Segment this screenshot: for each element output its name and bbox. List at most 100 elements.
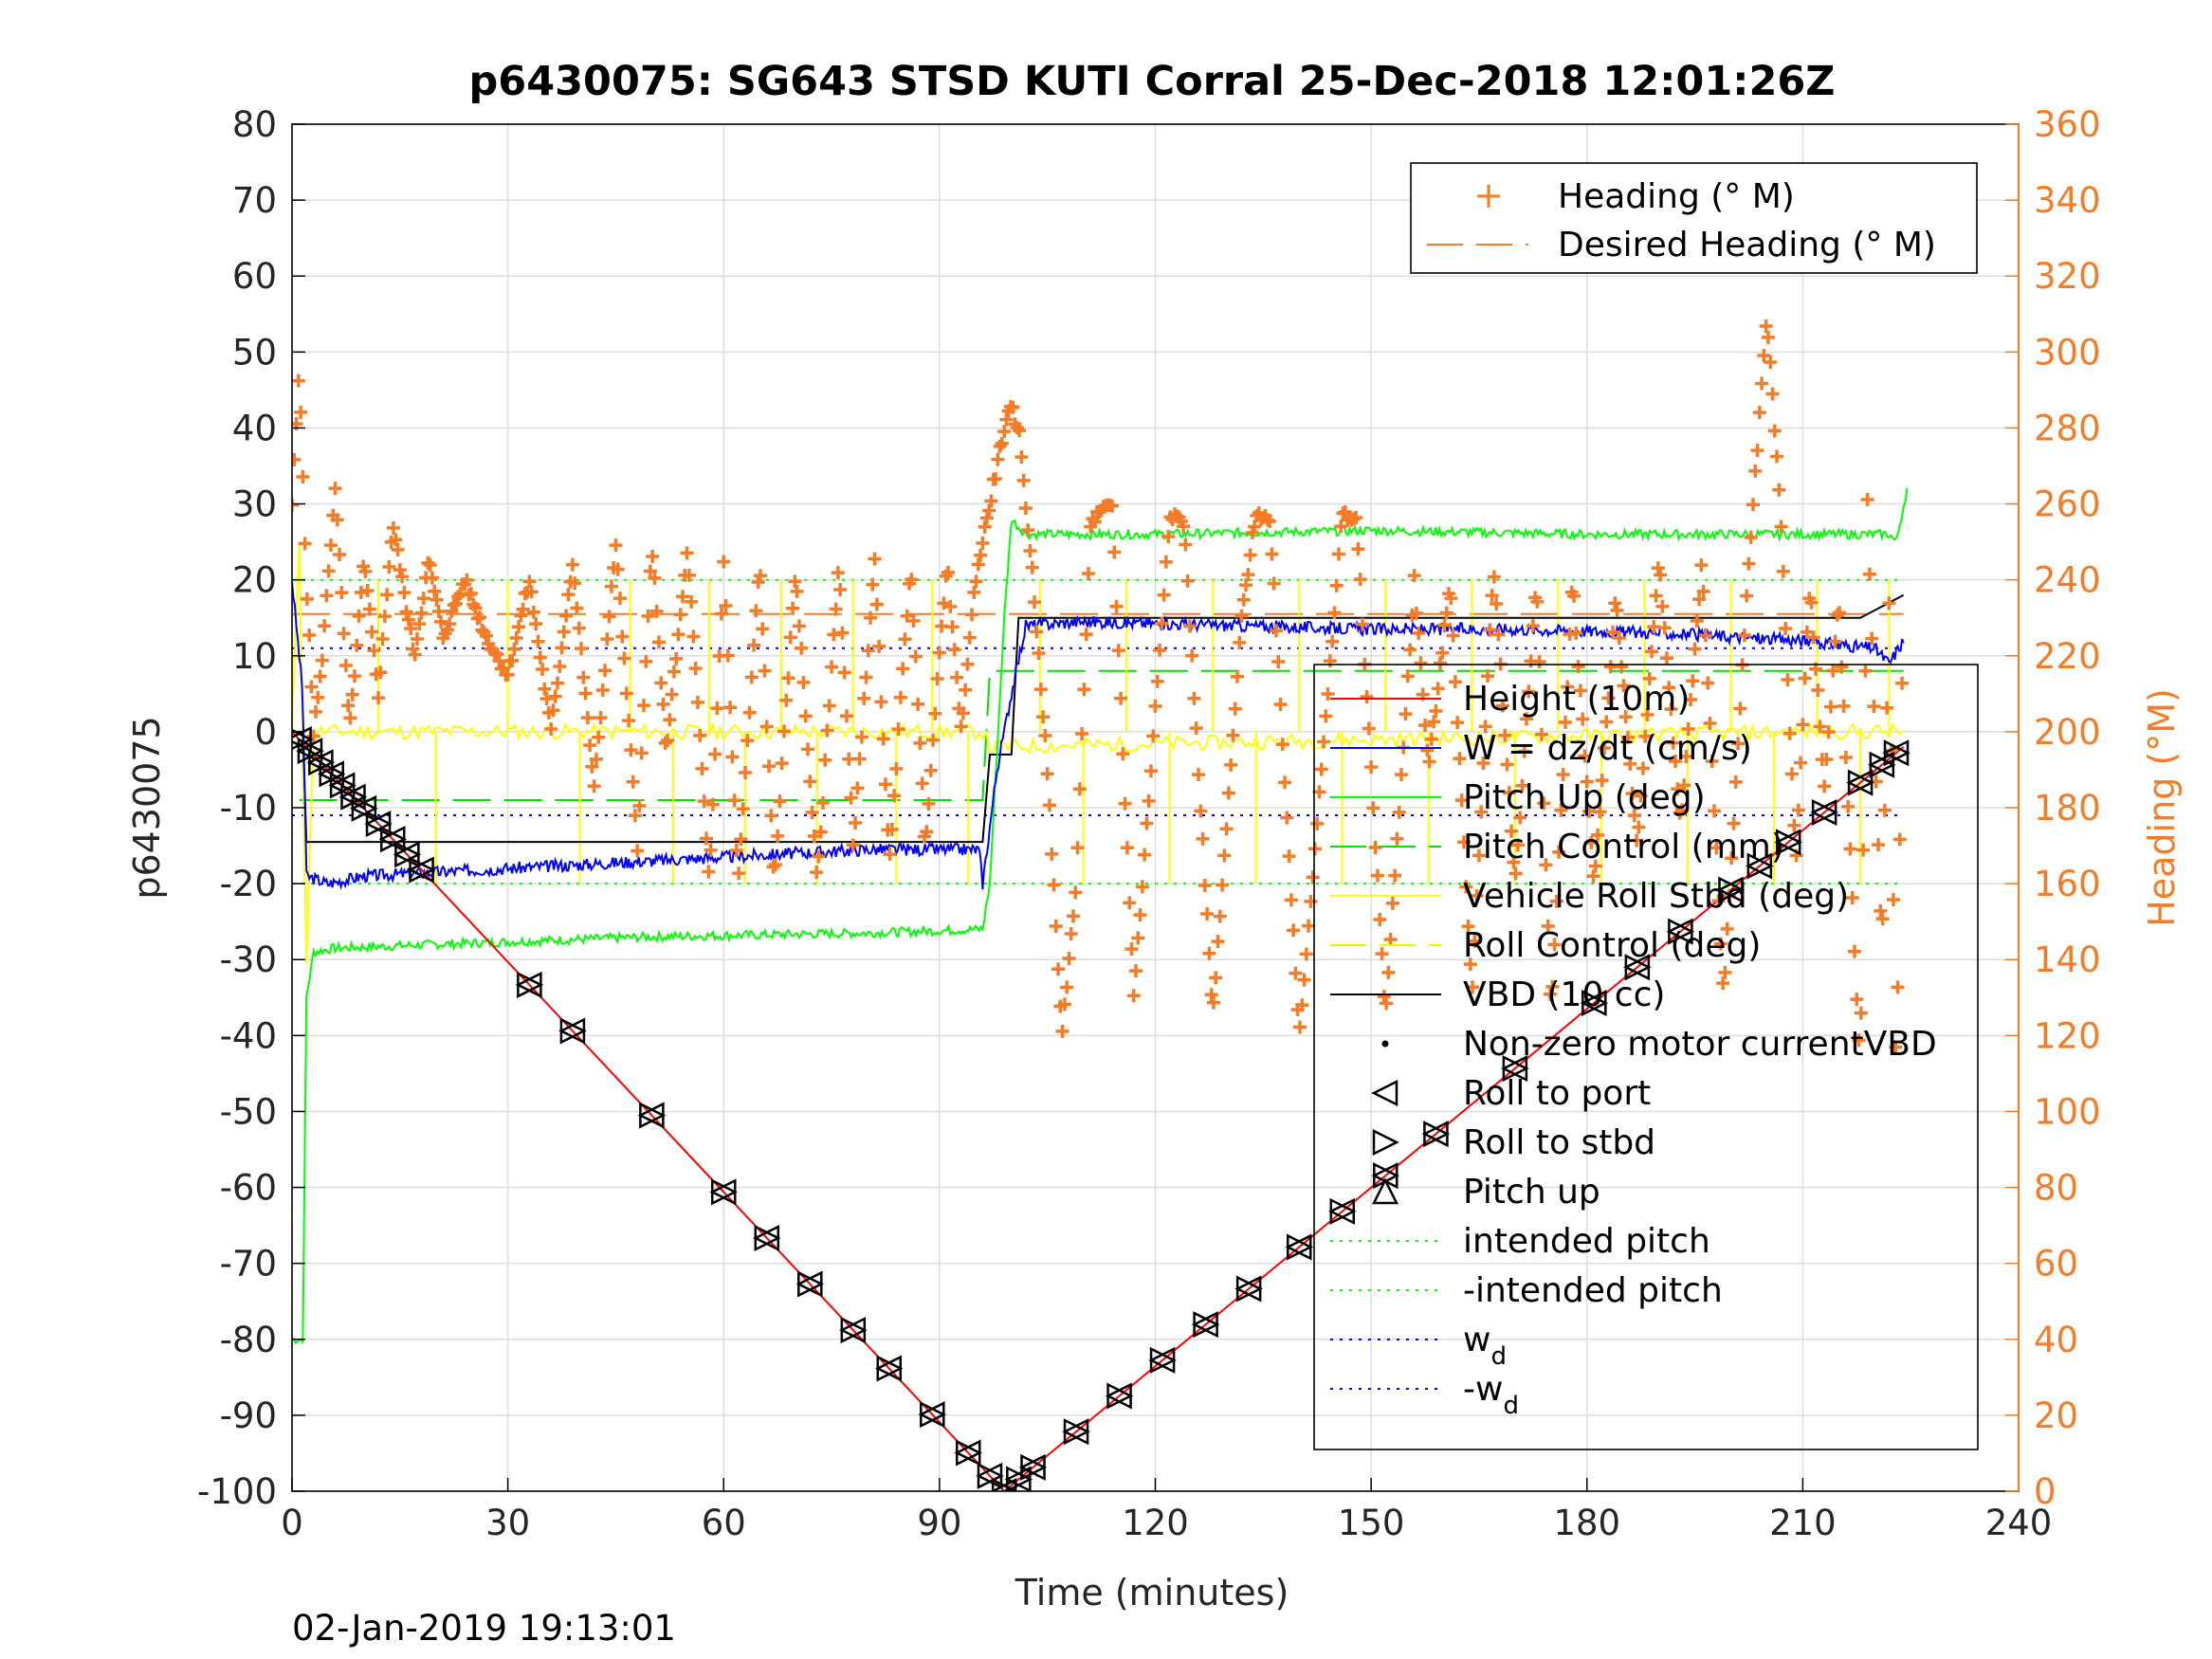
heading-point [1370, 868, 1384, 883]
heading-point [878, 777, 892, 792]
heading-point [1567, 589, 1581, 603]
heading-point [1530, 594, 1545, 609]
heading-point [1522, 684, 1536, 699]
heading-point [926, 733, 941, 747]
heading-point [1133, 908, 1147, 922]
heading-point [553, 659, 567, 673]
heading-point [913, 736, 927, 750]
heading-point [1478, 720, 1492, 734]
heading-point [1325, 634, 1340, 648]
heading-point [296, 469, 310, 483]
heading-point [688, 662, 703, 676]
heading-point [1558, 715, 1572, 729]
heading-point [589, 752, 603, 766]
heading-point [1111, 644, 1125, 658]
heading-point [1319, 709, 1333, 723]
heading-point [717, 555, 731, 569]
y-tick-label: 30 [232, 484, 277, 525]
heading-point [1448, 675, 1462, 689]
heading-point [1692, 592, 1707, 607]
heading-point [1474, 805, 1489, 819]
y-tick-label: 40 [232, 408, 277, 448]
heading-point [1698, 629, 1712, 643]
heading-point [1539, 858, 1553, 872]
heading-point [1737, 629, 1751, 643]
right-y-axis-label: Heading (°M) [2141, 688, 2183, 927]
heading-point [522, 574, 537, 589]
heading-point [1461, 920, 1475, 934]
heading-point [872, 639, 887, 653]
heading-point [1733, 702, 1747, 716]
heading-point [682, 568, 696, 582]
heading-point [1875, 912, 1890, 926]
heading-point [546, 703, 560, 718]
heading-point [1645, 645, 1659, 659]
y2-tick-label: 200 [2034, 712, 2101, 753]
heading-point [1412, 626, 1426, 640]
heading-point [857, 691, 871, 705]
x-tick-label: 90 [917, 1503, 961, 1543]
heading-point [360, 584, 375, 598]
heading-point [1649, 589, 1663, 603]
heading-point [434, 614, 448, 629]
heading-point [686, 629, 701, 644]
heading-point [1146, 729, 1161, 743]
heading-point [380, 588, 394, 602]
heading-point [812, 849, 826, 864]
chart-title: p6430075: SG643 STSD KUTI Corral 25-Dec-… [469, 58, 1836, 105]
heading-point [747, 638, 761, 652]
heading-point [1271, 655, 1286, 669]
heading-point [1194, 804, 1208, 818]
heading-point [568, 576, 582, 591]
heading-point [1454, 793, 1469, 808]
w-line [292, 581, 1905, 891]
heading-point [751, 574, 765, 589]
heading-point [796, 675, 811, 689]
roll-to-stbd-marker [1063, 1418, 1090, 1446]
heading-point [583, 738, 597, 753]
heading-point [1213, 909, 1227, 923]
heading-point [509, 631, 523, 646]
heading-point [710, 702, 724, 716]
heading-point [846, 838, 860, 852]
heading-point [374, 665, 388, 680]
heading-point [585, 759, 599, 774]
heading-point [1764, 355, 1778, 369]
heading-point [1498, 728, 1512, 742]
heading-point [1552, 845, 1566, 859]
heading-point [978, 520, 992, 534]
heading-point [1507, 855, 1521, 869]
heading-point [762, 759, 777, 774]
heading-point [984, 494, 998, 508]
heading-point [1327, 606, 1342, 620]
heading-point [1427, 715, 1441, 729]
heading-point [365, 625, 379, 639]
heading-point [1018, 501, 1033, 516]
heading-point [1752, 406, 1766, 420]
heading-point [1239, 578, 1253, 592]
heading-point [1818, 779, 1832, 793]
series-layer [292, 319, 1910, 1491]
heading-point [671, 628, 686, 642]
heading-point [1045, 847, 1059, 861]
heading-point [1636, 761, 1650, 775]
roll-to-stbd-marker [876, 1355, 904, 1382]
heading-point [1200, 906, 1215, 921]
heading-point [1826, 664, 1840, 678]
heading-point [1537, 796, 1551, 811]
heading-point [669, 651, 684, 665]
heading-point [1669, 755, 1683, 769]
heading-point [1595, 774, 1609, 788]
heading-point [922, 796, 936, 811]
legend-variables-samples [1330, 698, 1441, 1390]
y-tick-label: 50 [232, 332, 277, 373]
heading-point [1571, 660, 1585, 674]
heading-point [391, 542, 405, 556]
heading-point [945, 620, 960, 634]
heading-point [719, 598, 733, 612]
heading-point [693, 728, 707, 742]
heading-point [533, 650, 547, 665]
heading-point [969, 574, 983, 589]
heading-point [1466, 980, 1480, 994]
heading-point [1674, 803, 1689, 817]
